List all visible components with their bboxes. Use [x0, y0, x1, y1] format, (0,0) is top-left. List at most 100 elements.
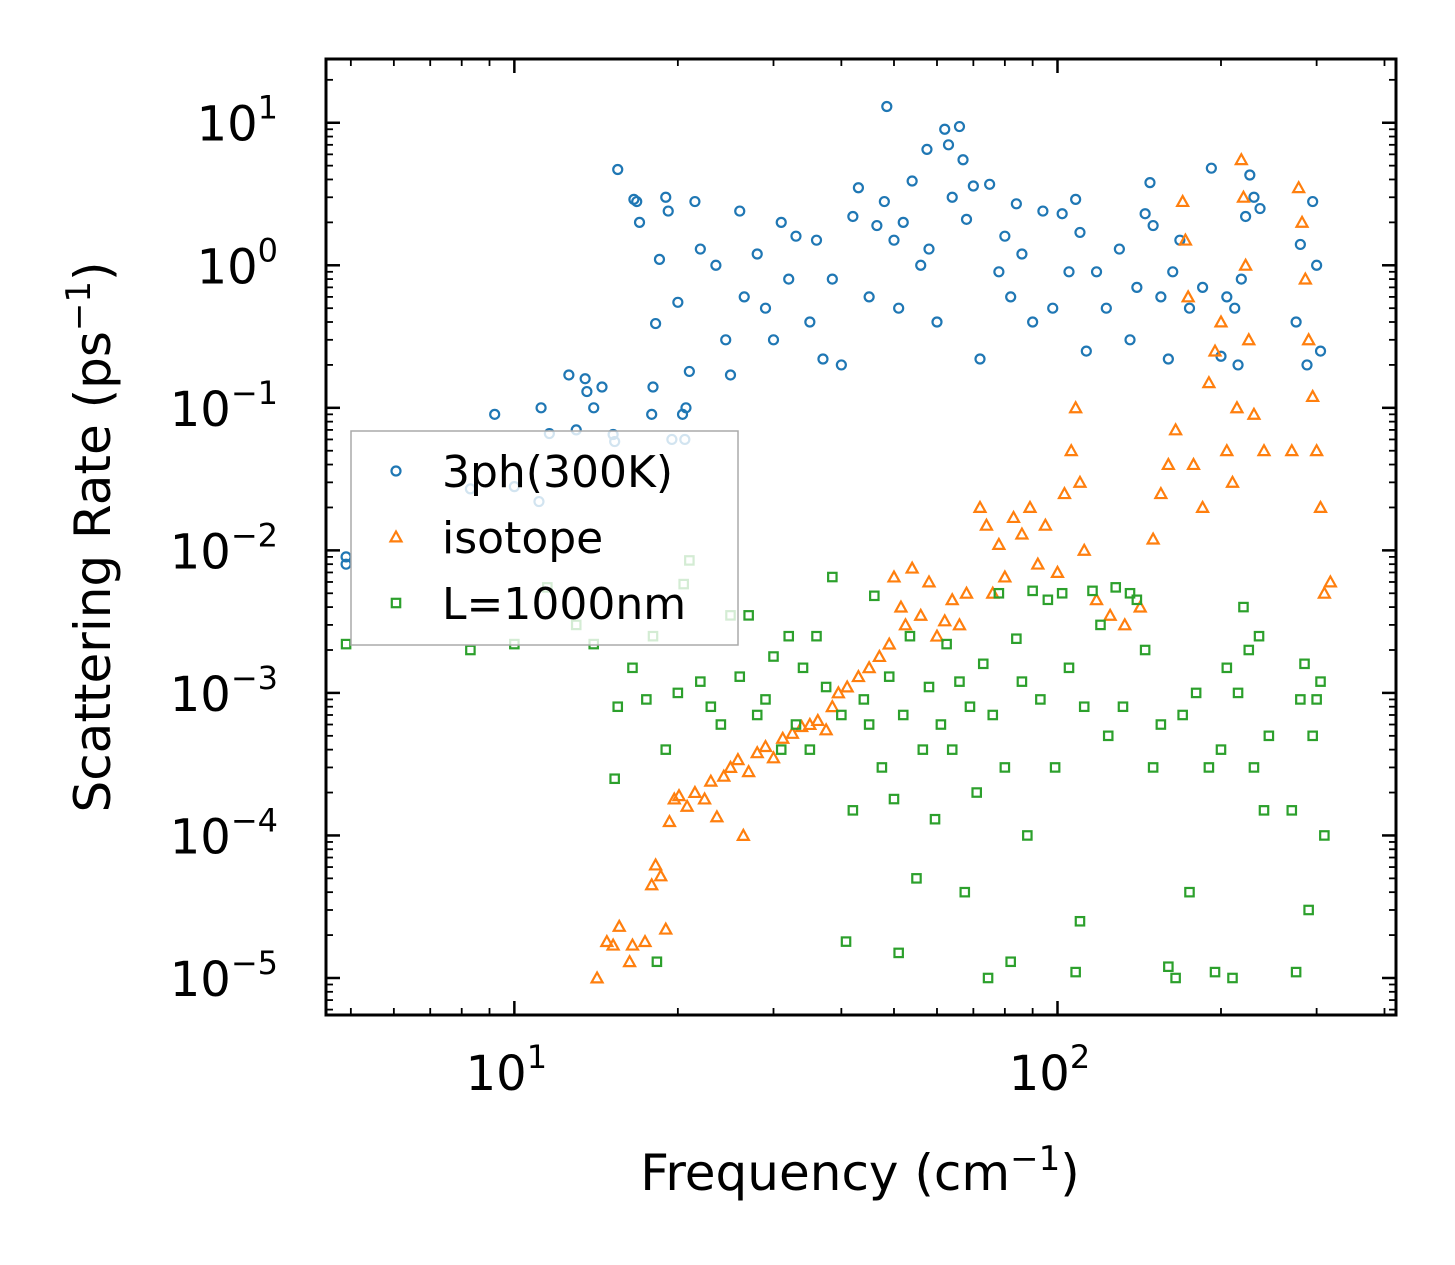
- data-point: [535, 402, 547, 414]
- data-point: [964, 701, 976, 713]
- data-point: [648, 857, 663, 871]
- data-point: [999, 230, 1011, 242]
- data-point: [689, 195, 701, 208]
- data-point: [1303, 904, 1314, 916]
- data-point: [1307, 730, 1318, 742]
- data-point: [609, 773, 620, 785]
- data-point: [1311, 694, 1322, 705]
- data-point: [611, 918, 627, 932]
- data-point: [751, 248, 763, 260]
- data-point: [625, 937, 640, 951]
- data-point: [1229, 302, 1241, 314]
- data-point: [794, 718, 809, 733]
- data-point: [897, 216, 909, 228]
- data-point: [1248, 191, 1260, 203]
- data-point: [1070, 966, 1081, 978]
- data-point: [797, 662, 809, 674]
- data-point: [923, 243, 935, 255]
- data-point: [847, 805, 859, 816]
- data-point: [622, 953, 637, 968]
- data-point: [840, 936, 852, 947]
- data-point: [651, 956, 663, 968]
- data-point: [941, 638, 952, 650]
- data-point: [852, 182, 865, 194]
- data-point: [944, 592, 960, 606]
- data-point: [1294, 214, 1310, 228]
- data-point: [1253, 630, 1265, 642]
- data-point: [1229, 400, 1245, 414]
- data-point: [1203, 762, 1215, 773]
- data-point: [1244, 169, 1256, 181]
- data-point: [1113, 243, 1125, 255]
- legend-label: 3ph(300K): [442, 447, 673, 498]
- legend-marker: [390, 597, 402, 609]
- data-point: [703, 773, 719, 787]
- data-point: [915, 259, 927, 271]
- data-point: [1167, 266, 1179, 278]
- data-point: [1180, 289, 1196, 303]
- data-point: [612, 701, 624, 713]
- data-point: [1290, 966, 1302, 978]
- data-point: [1145, 531, 1161, 545]
- data-point: [581, 385, 593, 398]
- data-point: [644, 877, 660, 891]
- data-point: [1221, 291, 1233, 303]
- data-point: [993, 587, 1005, 599]
- data-point: [1315, 676, 1326, 687]
- data-point: [921, 143, 933, 156]
- data-point: [1284, 442, 1300, 457]
- data-point: [953, 120, 966, 133]
- data-point: [959, 886, 971, 898]
- data-point: [939, 123, 951, 135]
- data-point: [893, 947, 904, 959]
- legend-item-l-1000nm: L=1000nm: [390, 579, 686, 630]
- data-point: [1035, 694, 1046, 705]
- data-point: [588, 402, 600, 414]
- y-tick-label: 10−2: [170, 516, 278, 580]
- data-point: [1233, 151, 1249, 166]
- data-point: [1110, 582, 1122, 593]
- data-point: [881, 100, 893, 113]
- data-point: [1240, 210, 1252, 223]
- data-point: [666, 791, 682, 805]
- data-point: [952, 617, 967, 631]
- data-point: [1050, 564, 1065, 578]
- y-tick-label: 10−3: [170, 659, 278, 723]
- axis-ticks: [326, 59, 1396, 1015]
- data-point: [1131, 594, 1143, 606]
- data-point: [710, 259, 722, 271]
- legend-label: L=1000nm: [442, 579, 686, 630]
- data-point: [790, 230, 802, 242]
- data-point: [883, 671, 895, 682]
- data-point: [1294, 238, 1306, 251]
- data-point: [946, 744, 958, 755]
- data-point: [767, 334, 780, 346]
- data-point: [680, 402, 692, 414]
- data-point: [1124, 587, 1136, 599]
- y-tick-label: 100: [197, 231, 278, 295]
- data-point: [824, 698, 840, 713]
- data-point: [1042, 594, 1054, 606]
- data-point: [1144, 177, 1156, 189]
- data-point: [818, 722, 834, 736]
- data-point: [817, 353, 829, 365]
- legend-box: [350, 430, 739, 646]
- data-point: [1095, 619, 1106, 631]
- data-point: [1078, 701, 1090, 713]
- data-point: [1301, 359, 1313, 371]
- data-point: [1299, 658, 1310, 670]
- data-point: [835, 359, 847, 371]
- data-point: [1232, 359, 1244, 371]
- legend-items: 3ph(300K) isotope L=1000nm: [388, 447, 686, 630]
- data-point: [1100, 302, 1112, 314]
- data-point: [1153, 485, 1169, 500]
- data-point: [1301, 332, 1317, 346]
- data-point: [589, 970, 605, 984]
- data-point: [715, 719, 727, 730]
- data-point: [563, 369, 575, 381]
- data-point: [1087, 585, 1098, 597]
- data-point: [705, 701, 717, 713]
- y-tick-label: 101: [197, 89, 278, 153]
- data-point: [1209, 966, 1221, 978]
- y-axis-label: Scattering Rate (ps−1): [59, 261, 122, 812]
